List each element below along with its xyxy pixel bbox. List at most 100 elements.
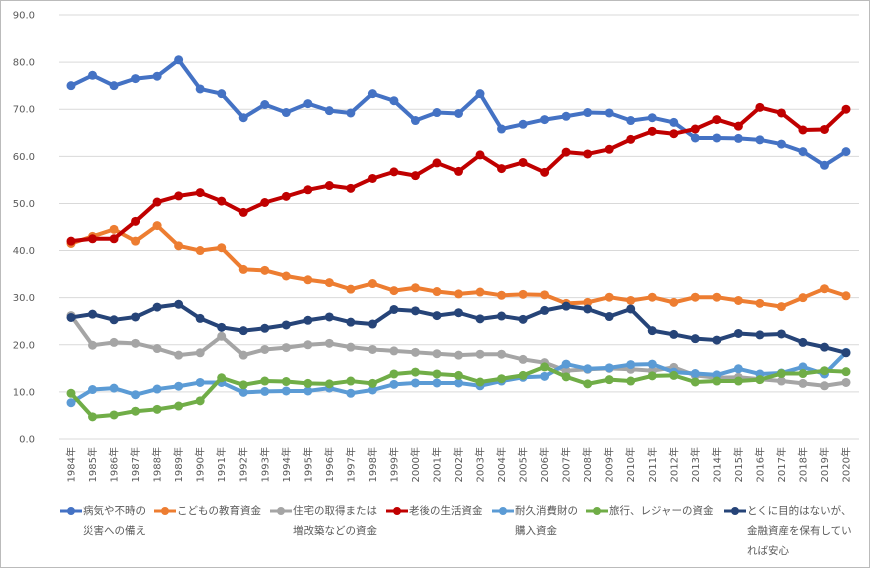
x-tick-label: 2000年 [409,447,422,482]
point [497,164,507,174]
point [238,350,248,360]
legend-item: 耐久消費財の購入資金 [491,501,585,561]
point [346,342,356,352]
legend-marker [386,507,408,515]
legend-label: 病気や不時の災害への備え [83,505,146,537]
x-tick-label: 1987年 [129,447,142,482]
point [238,113,248,123]
point [324,338,334,348]
legend: 病気や不時の災害への備え こどもの教育資金 住宅の取得または増改築などの資金 老後の生… [59,501,859,561]
point [303,315,313,325]
point [776,329,786,339]
point [174,191,184,201]
point [798,378,808,388]
point [303,185,313,195]
point [281,386,291,396]
point [432,311,442,321]
x-tick-label: 2002年 [452,447,465,482]
legend-marker [154,507,176,515]
point [217,196,227,206]
point [518,119,528,129]
point [303,340,313,350]
point [518,157,528,167]
point [583,364,593,374]
point [454,166,463,176]
legend-label: 住宅の取得または増改築などの資金 [293,505,377,537]
point [841,104,851,114]
point [324,181,334,191]
point [497,349,507,359]
point [776,139,786,149]
point [841,367,851,377]
x-tick-label: 2018年 [796,447,809,482]
legend-label: とくに目的はないが、金融資産を保有していれば安心 [747,505,852,557]
legend-item: 病気や不時の災害への備え [59,501,153,561]
point [260,323,270,333]
point [647,292,657,302]
point [669,117,679,127]
point [131,390,141,400]
point [131,216,141,226]
point [303,386,313,396]
x-tick-label: 2003年 [474,447,487,482]
point [410,306,420,316]
point [195,188,205,198]
point [109,315,119,325]
point [540,362,550,372]
point [454,350,463,360]
point [131,74,141,84]
point [152,344,162,354]
point [346,317,356,327]
legend-dot [67,507,75,515]
x-tick-label: 2006年 [538,447,551,482]
point [389,286,399,296]
y-tick-label: 50.0 [13,199,35,210]
point [841,291,851,301]
point [776,302,786,312]
point [152,302,162,312]
point [410,283,420,293]
point [604,292,614,302]
point [88,385,98,395]
point [798,337,808,347]
point [733,133,743,143]
point [712,115,722,125]
point [755,330,765,340]
point [540,290,550,300]
point [281,377,291,387]
point [733,376,743,386]
x-tick-label: 2013年 [689,447,702,482]
x-tick-label: 1992年 [237,447,250,482]
point [561,359,571,369]
point [88,412,98,422]
point [669,370,679,380]
point [712,133,722,143]
point [346,183,356,193]
point [626,360,636,370]
point [303,99,313,109]
point [195,313,205,323]
point [260,265,270,275]
point [454,378,463,388]
point [281,320,291,330]
legend-dot [277,507,285,515]
point [174,401,184,411]
point [131,406,141,416]
point [475,150,485,160]
point [841,377,851,387]
point [389,96,399,106]
legend-item: 老後の生活資金 [385,501,491,561]
point [626,376,636,386]
legend-label: 耐久消費財の購入資金 [515,505,578,537]
point [518,289,528,299]
point [647,359,657,369]
legend-marker [586,507,608,515]
point [88,70,98,80]
point [841,147,851,157]
point [497,290,507,300]
point [798,369,808,379]
chart: 0.0 10.0 20.0 30.0 40.0 50.0 60.0 70.0 80.0 90.0 1… [13,11,859,482]
point [432,349,442,359]
point [454,308,463,318]
